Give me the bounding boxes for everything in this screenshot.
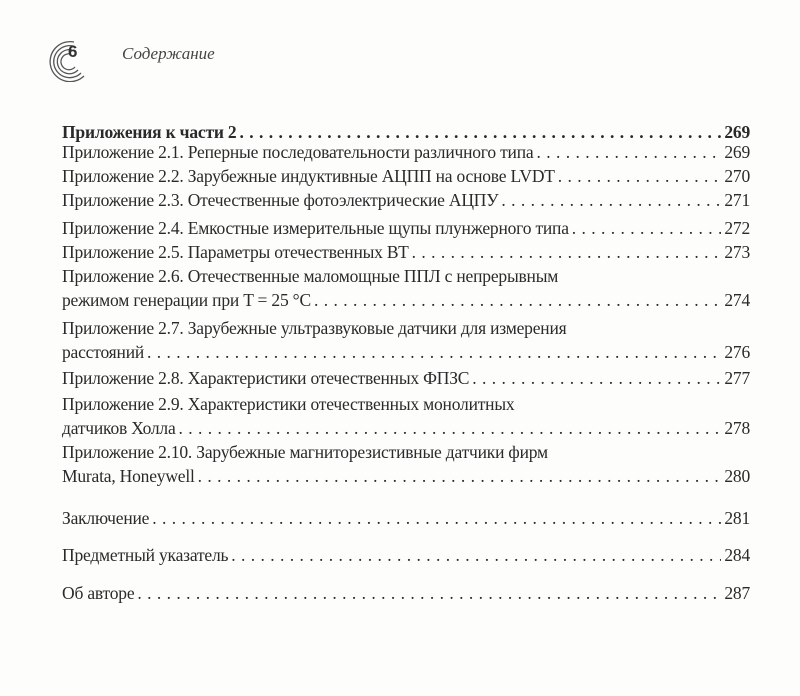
toc-entry: Приложение 2.2. Зарубежные индуктивные А… [62, 164, 750, 188]
toc-entry-title: Приложение 2.7. Зарубежные ультразвуковы… [62, 318, 567, 338]
dot-leader [152, 506, 721, 530]
page-number: 6 [68, 42, 78, 61]
toc-entry: Предметный указатель 284 [62, 543, 750, 567]
page-header: 6 Содержание [30, 30, 330, 82]
dot-leader [137, 581, 721, 605]
dot-leader [198, 464, 722, 488]
toc-entry: Об авторе 287 [62, 581, 750, 605]
toc-entry-title: Приложение 2.9. Характеристики отечестве… [62, 394, 515, 414]
toc-entry-title: Приложение 2.2. Зарубежные индуктивные А… [62, 166, 555, 186]
dot-leader [314, 288, 721, 312]
toc-page-number: 280 [724, 466, 750, 486]
toc-page-number: 269 [724, 122, 750, 142]
toc-entry: Приложение 2.9. Характеристики отечестве… [62, 392, 750, 440]
toc-page-number: 281 [724, 508, 750, 528]
toc-page-number: 276 [724, 342, 750, 362]
dot-leader [501, 188, 721, 212]
toc-entry-title: расстояний [62, 342, 145, 362]
dot-leader [572, 216, 722, 240]
dot-leader [472, 366, 721, 390]
toc-entry: Приложение 2.4. Емкостные измерительные … [62, 216, 750, 240]
toc-entry-title: режимом генерации при T = 25 °C [62, 290, 311, 310]
toc-entry-title: Приложение 2.1. Реперные последовательно… [62, 142, 534, 162]
toc-page-number: 274 [724, 290, 750, 310]
toc-page-number: 272 [724, 218, 750, 238]
dot-leader [231, 543, 721, 567]
toc-entry: Приложение 2.5. Параметры отечественных … [62, 240, 750, 264]
toc-page-number: 269 [724, 142, 750, 162]
chapter-arcs-icon [49, 40, 85, 82]
dot-leader [412, 240, 722, 264]
toc-page-number: 278 [724, 418, 750, 438]
toc-page-number: 287 [724, 583, 750, 603]
toc-page-number: 284 [724, 545, 750, 565]
toc-entry-title: Об авторе [62, 583, 135, 603]
toc-entry: Приложение 2.10. Зарубежные магниторезис… [62, 440, 750, 488]
toc-entry-title: Приложение 2.6. Отечественные маломощные… [62, 266, 559, 286]
toc-entry-title: Приложения к части 2 [62, 122, 237, 142]
toc-entry: Приложение 2.7. Зарубежные ультразвуковы… [62, 316, 750, 364]
toc-entry: Приложение 2.8. Характеристики отечестве… [62, 366, 750, 390]
dot-leader [147, 340, 721, 364]
toc-entry-title: Предметный указатель [62, 545, 229, 565]
toc-entry-title: Приложение 2.10. Зарубежные магниторезис… [62, 442, 548, 462]
toc-entry: Приложение 2.3. Отечественные фотоэлектр… [62, 188, 750, 212]
toc-entry-title: Приложение 2.3. Отечественные фотоэлектр… [62, 190, 499, 210]
dot-leader [179, 416, 722, 440]
running-title: Содержание [122, 44, 215, 63]
toc-entry: Приложение 2.1. Реперные последовательно… [62, 140, 750, 164]
toc-page-number: 271 [724, 190, 750, 210]
toc-entry-title: Приложение 2.8. Характеристики отечестве… [62, 368, 470, 388]
toc-entry-title: Заключение [62, 508, 150, 528]
toc-entry-title: Приложение 2.5. Параметры отечественных … [62, 242, 409, 262]
dot-leader [558, 164, 722, 188]
toc-entry-title: Приложение 2.4. Емкостные измерительные … [62, 218, 569, 238]
toc-entry-title: Murata, Honeywell [62, 466, 195, 486]
dot-leader [536, 140, 721, 164]
toc-entry: Приложение 2.6. Отечественные маломощные… [62, 264, 750, 312]
toc-entry: Приложения к части 2 269 [62, 120, 750, 144]
toc-entry: Заключение 281 [62, 506, 750, 530]
toc-entry-title: датчиков Холла [62, 418, 176, 438]
toc-page-number: 270 [724, 166, 750, 186]
toc-page-number: 273 [724, 242, 750, 262]
toc-page-number: 277 [724, 368, 750, 388]
